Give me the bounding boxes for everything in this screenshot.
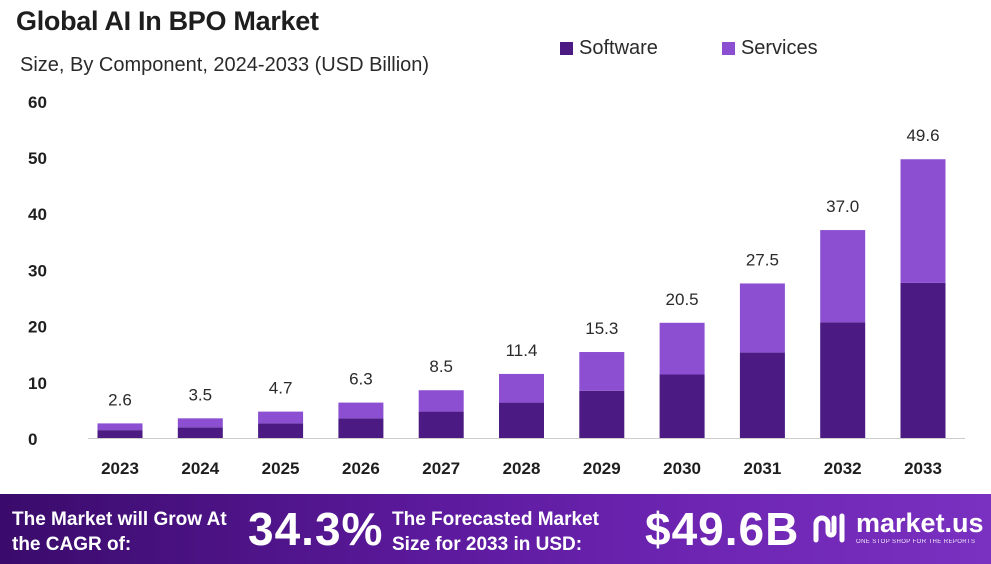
bar-software: [177, 427, 223, 438]
chart-subtitle: Size, By Component, 2024-2033 (USD Billi…: [20, 54, 430, 76]
bar-services: [900, 159, 946, 283]
data-label: 15.3: [585, 319, 618, 338]
brand-tagline: ONE STOP SHOP FOR THE REPORTS: [856, 539, 976, 545]
y-tick-label: 20: [28, 318, 47, 337]
forecast-value: $49.6B: [645, 503, 800, 555]
x-tick-label: 2025: [262, 459, 300, 478]
bar-software: [820, 322, 866, 438]
bar-software: [418, 411, 464, 438]
data-label: 27.5: [746, 250, 779, 269]
stacked-bar-chart: 01020304050602.620233.520244.720256.3202…: [28, 93, 965, 478]
bar-services: [418, 390, 464, 412]
data-label: 20.5: [666, 290, 699, 309]
legend-item-services: Services: [721, 37, 818, 60]
bar-services: [820, 230, 866, 323]
legend-label-software: Software: [579, 37, 658, 59]
bar-software: [579, 390, 625, 438]
bar-software: [258, 423, 304, 438]
bar-services: [97, 423, 143, 431]
bar-software: [97, 430, 143, 438]
market-us-logo-icon: [813, 513, 845, 543]
data-label: 3.5: [188, 385, 212, 404]
y-tick-label: 0: [28, 430, 37, 449]
x-tick-label: 2028: [503, 459, 541, 478]
data-label: 2.6: [108, 390, 132, 409]
chart-title: Global AI In BPO Market: [16, 6, 319, 36]
footer-banner: The Market will Grow At the CAGR of: 34.…: [0, 494, 991, 564]
y-tick-label: 60: [28, 93, 47, 112]
x-tick-label: 2031: [743, 459, 781, 478]
x-tick-label: 2023: [101, 459, 139, 478]
bar-services: [739, 283, 785, 353]
bar-software: [338, 418, 384, 438]
x-tick-label: 2024: [181, 459, 219, 478]
data-label: 4.7: [269, 379, 293, 398]
x-tick-label: 2030: [663, 459, 701, 478]
x-tick-label: 2027: [422, 459, 460, 478]
forecast-caption: The Forecasted Market Size for 2033 in U…: [392, 509, 599, 555]
bar-software: [739, 352, 785, 438]
bar-services: [177, 418, 223, 428]
data-label: 8.5: [429, 357, 453, 376]
data-label: 11.4: [506, 341, 538, 360]
x-tick-label: 2033: [904, 459, 942, 478]
bar-services: [258, 411, 304, 424]
bar-services: [659, 322, 705, 375]
legend-swatch-services: [721, 42, 735, 55]
cagr-value: 34.3%: [248, 503, 384, 555]
bar-services: [338, 402, 384, 419]
y-tick-label: 10: [28, 374, 47, 393]
bar-software: [659, 374, 705, 438]
data-label: 37.0: [826, 197, 859, 216]
legend-swatch-software: [560, 42, 573, 55]
y-tick-label: 40: [28, 205, 47, 224]
data-label: 6.3: [349, 370, 373, 389]
data-label: 49.6: [906, 126, 939, 145]
x-tick-label: 2026: [342, 459, 380, 478]
bar-software: [900, 282, 946, 438]
y-tick-label: 30: [28, 261, 47, 280]
bar-services: [579, 352, 625, 391]
x-tick-label: 2032: [824, 459, 862, 478]
legend-label-services: Services: [740, 37, 818, 59]
legend-item-software: Software: [560, 37, 658, 60]
y-tick-label: 50: [28, 149, 47, 168]
bar-software: [499, 402, 544, 438]
brand-name: market.us: [856, 508, 984, 538]
chart-legend: Software Services: [560, 37, 818, 60]
cagr-caption: The Market will Grow At the CAGR of:: [12, 509, 227, 555]
brand-logo[interactable]: market.us ONE STOP SHOP FOR THE REPORTS: [812, 508, 987, 552]
bar-services: [499, 373, 544, 403]
x-tick-label: 2029: [583, 459, 621, 478]
